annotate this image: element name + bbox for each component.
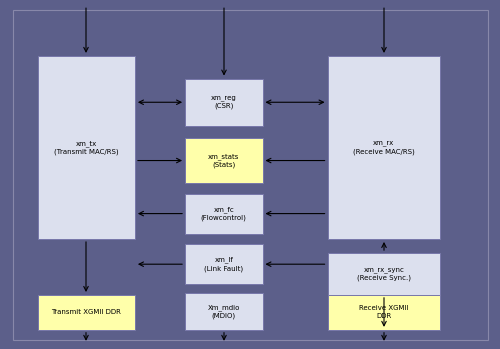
Text: Transmit XGMII DDR: Transmit XGMII DDR xyxy=(52,309,121,315)
Bar xyxy=(185,194,262,234)
Text: xm_rx_sync
(Receive Sync.): xm_rx_sync (Receive Sync.) xyxy=(357,267,411,281)
Bar xyxy=(185,79,262,126)
Bar xyxy=(185,244,262,284)
Text: Xm_mdio
(MDIO): Xm_mdio (MDIO) xyxy=(208,304,240,319)
Bar xyxy=(328,56,440,239)
Text: xm_tx
(Transmit MAC/RS): xm_tx (Transmit MAC/RS) xyxy=(54,140,118,155)
Text: xm_stats
(Stats): xm_stats (Stats) xyxy=(208,153,240,168)
Text: Receive XGMII
DDR: Receive XGMII DDR xyxy=(359,305,408,319)
Bar xyxy=(38,56,135,239)
Text: xm_reg
(CSR): xm_reg (CSR) xyxy=(211,95,236,109)
Bar xyxy=(185,138,262,183)
Bar xyxy=(38,295,135,330)
Text: xm_rx
(Receive MAC/RS): xm_rx (Receive MAC/RS) xyxy=(353,140,414,155)
Text: xm_lf
(Link Fault): xm_lf (Link Fault) xyxy=(204,257,244,272)
Bar xyxy=(328,295,440,330)
Text: xm_fc
(Flowcontrol): xm_fc (Flowcontrol) xyxy=(201,206,246,221)
Bar xyxy=(185,293,262,330)
Bar xyxy=(328,253,440,295)
